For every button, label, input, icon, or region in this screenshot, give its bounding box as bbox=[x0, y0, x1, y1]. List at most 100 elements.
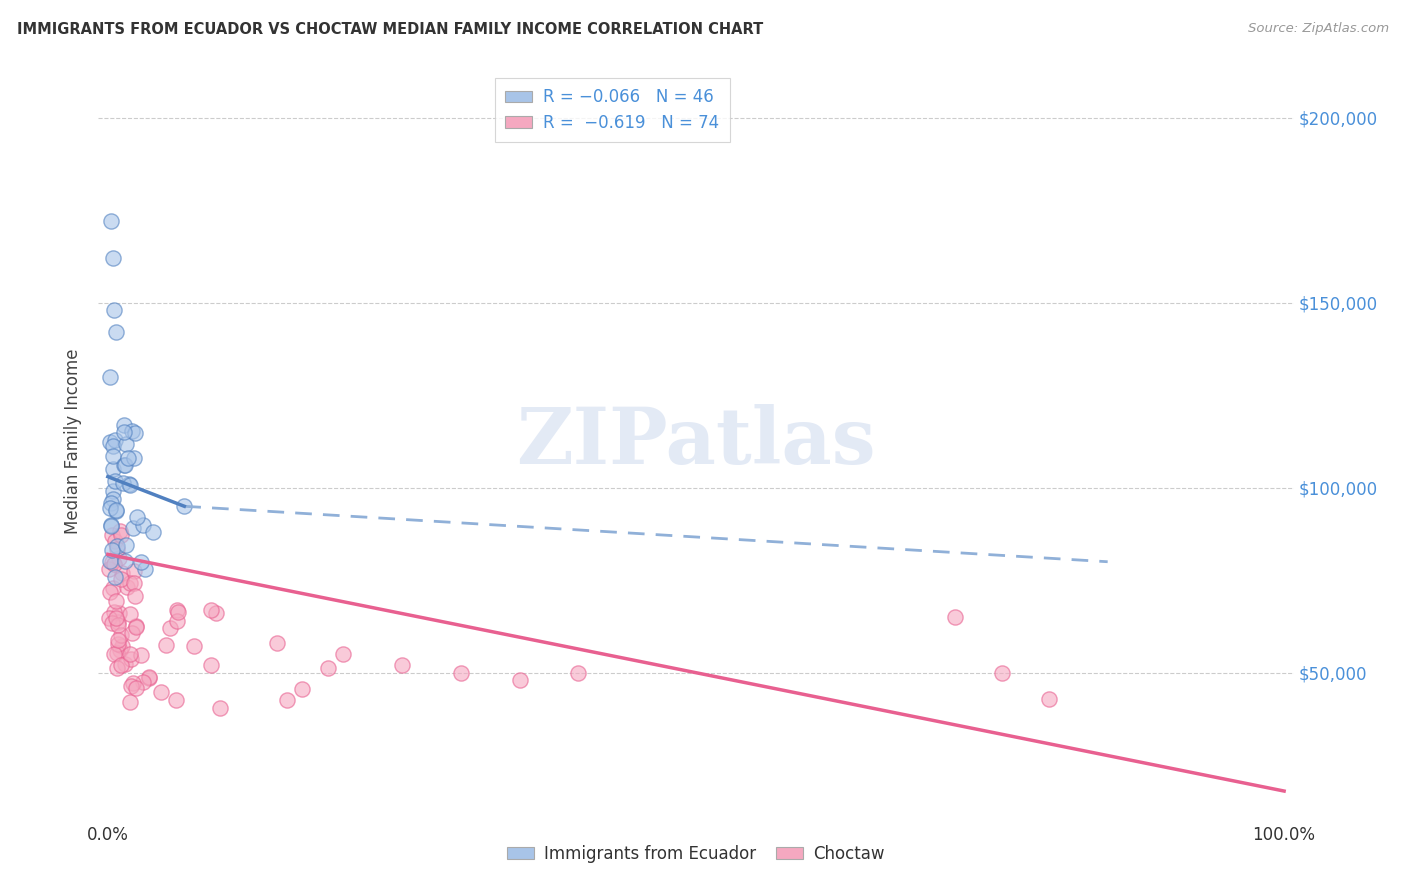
Point bbox=[98, 500, 121, 515]
Point bbox=[101, 252, 124, 266]
Point bbox=[100, 519, 122, 533]
Point bbox=[101, 555, 124, 569]
Point bbox=[114, 657, 136, 671]
Point bbox=[98, 611, 121, 625]
Point bbox=[101, 484, 124, 499]
Point bbox=[165, 693, 187, 707]
Point bbox=[105, 541, 128, 556]
Point bbox=[104, 504, 127, 518]
Point bbox=[105, 646, 128, 660]
Point bbox=[112, 425, 135, 440]
Point bbox=[332, 647, 354, 661]
Point bbox=[112, 458, 135, 472]
Point bbox=[125, 618, 148, 632]
Point bbox=[112, 417, 135, 432]
Point bbox=[105, 326, 128, 340]
Point bbox=[108, 606, 131, 620]
Point bbox=[100, 518, 122, 533]
Point bbox=[124, 425, 146, 440]
Point bbox=[114, 554, 136, 568]
Point bbox=[1038, 691, 1060, 706]
Point bbox=[134, 562, 156, 576]
Point bbox=[125, 620, 148, 634]
Point bbox=[107, 617, 129, 632]
Point bbox=[107, 637, 129, 651]
Point bbox=[103, 605, 125, 619]
Point bbox=[104, 534, 127, 549]
Point bbox=[200, 603, 222, 617]
Point bbox=[100, 496, 122, 510]
Point bbox=[105, 502, 128, 516]
Point bbox=[391, 658, 413, 673]
Point bbox=[122, 576, 145, 591]
Point bbox=[110, 628, 132, 642]
Point bbox=[103, 492, 125, 507]
Point bbox=[104, 433, 127, 447]
Point bbox=[127, 510, 149, 524]
Point bbox=[149, 684, 172, 698]
Point bbox=[110, 657, 132, 672]
Point bbox=[167, 605, 190, 619]
Point bbox=[110, 566, 132, 580]
Point bbox=[111, 475, 134, 490]
Point bbox=[132, 517, 155, 532]
Point bbox=[125, 681, 148, 696]
Point bbox=[104, 594, 127, 608]
Point bbox=[104, 475, 127, 489]
Point bbox=[108, 643, 131, 657]
Point bbox=[166, 614, 188, 628]
Point bbox=[129, 648, 152, 662]
Point bbox=[121, 652, 143, 666]
Point bbox=[122, 564, 145, 578]
Point bbox=[107, 632, 129, 647]
Point bbox=[205, 606, 228, 620]
Point bbox=[121, 424, 143, 438]
Legend: Immigrants from Ecuador, Choctaw: Immigrants from Ecuador, Choctaw bbox=[501, 838, 891, 869]
Point bbox=[159, 621, 181, 635]
Point bbox=[200, 658, 222, 673]
Point bbox=[124, 589, 146, 603]
Text: IMMIGRANTS FROM ECUADOR VS CHOCTAW MEDIAN FAMILY INCOME CORRELATION CHART: IMMIGRANTS FROM ECUADOR VS CHOCTAW MEDIA… bbox=[17, 22, 763, 37]
Point bbox=[105, 539, 128, 553]
Point bbox=[103, 647, 125, 661]
Point bbox=[122, 676, 145, 690]
Y-axis label: Median Family Income: Median Family Income bbox=[65, 349, 83, 534]
Point bbox=[98, 369, 121, 384]
Point bbox=[166, 602, 188, 616]
Point bbox=[183, 639, 205, 653]
Point bbox=[138, 670, 160, 684]
Point bbox=[121, 625, 143, 640]
Point bbox=[173, 500, 195, 514]
Point bbox=[120, 679, 142, 693]
Point bbox=[316, 661, 339, 675]
Point bbox=[120, 695, 142, 709]
Point bbox=[98, 435, 121, 450]
Point bbox=[104, 610, 127, 624]
Point bbox=[101, 439, 124, 453]
Point bbox=[132, 675, 155, 690]
Point bbox=[114, 458, 136, 472]
Point bbox=[943, 610, 966, 624]
Point bbox=[122, 451, 145, 466]
Point bbox=[129, 555, 152, 569]
Point bbox=[276, 693, 298, 707]
Point bbox=[104, 569, 127, 583]
Point bbox=[209, 701, 232, 715]
Point bbox=[98, 562, 121, 576]
Point bbox=[155, 638, 177, 652]
Point bbox=[266, 636, 288, 650]
Point bbox=[100, 214, 122, 228]
Point bbox=[103, 303, 125, 318]
Point bbox=[991, 665, 1014, 680]
Point bbox=[120, 647, 142, 661]
Point bbox=[110, 639, 132, 653]
Point bbox=[98, 585, 121, 599]
Point bbox=[120, 607, 142, 621]
Point bbox=[118, 576, 141, 591]
Point bbox=[101, 462, 124, 476]
Point bbox=[291, 682, 314, 697]
Point bbox=[101, 528, 124, 542]
Point bbox=[110, 572, 132, 586]
Point bbox=[141, 525, 163, 540]
Point bbox=[509, 673, 531, 687]
